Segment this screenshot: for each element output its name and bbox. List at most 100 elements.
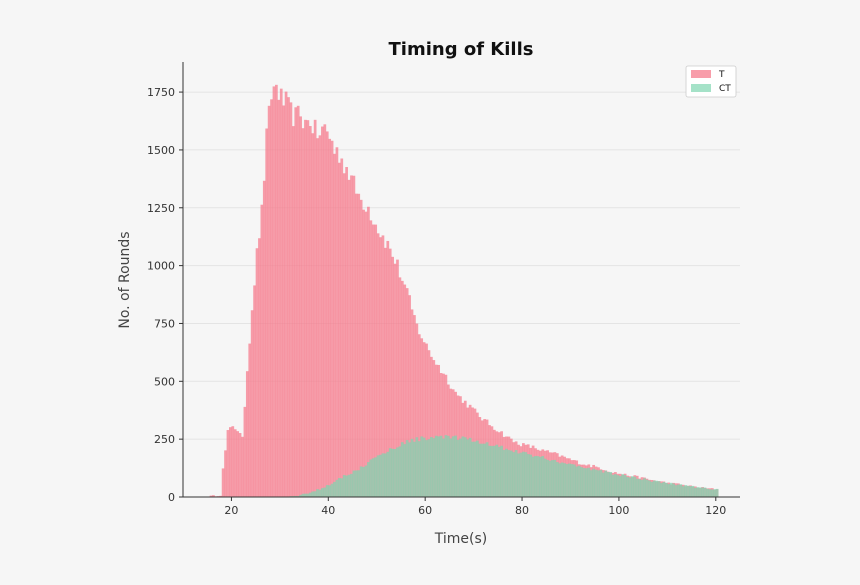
bar-ct: [364, 465, 368, 497]
bar-ct: [393, 449, 397, 497]
bar-ct: [517, 453, 520, 497]
bar-ct: [500, 445, 503, 497]
bar-ct: [701, 487, 704, 497]
bar-ct: [604, 470, 608, 497]
bar-ct: [582, 468, 586, 497]
bar-ct: [388, 448, 392, 497]
bar-t: [439, 373, 443, 497]
bar-ct: [337, 478, 341, 497]
bar-t: [335, 147, 339, 497]
bar-ct: [384, 453, 387, 497]
bar-ct: [301, 493, 305, 497]
bar-ct: [488, 445, 491, 497]
bar-t: [357, 193, 361, 497]
x-tick-label: 120: [705, 504, 726, 517]
bar-ct: [674, 485, 678, 497]
bar-ct: [415, 437, 419, 497]
bar-ct: [543, 458, 547, 497]
bar-ct: [495, 444, 499, 497]
bar-ct: [476, 440, 479, 497]
bar-ct: [589, 470, 593, 497]
bar-t: [340, 158, 344, 497]
bar-ct: [345, 475, 348, 497]
bar-ct: [715, 488, 719, 497]
chart-title: Timing of Kills: [389, 39, 534, 60]
bar-ct: [631, 476, 634, 497]
bar-t: [321, 126, 324, 497]
legend-swatch-t: [691, 70, 711, 78]
bar-ct: [611, 474, 615, 497]
bar-ct: [652, 480, 656, 497]
x-tick-label: 20: [224, 504, 238, 517]
bar-t: [384, 247, 387, 497]
bar-ct: [502, 450, 506, 497]
bar-ct: [437, 436, 441, 497]
bar-ct: [396, 447, 399, 497]
x-tick-label: 80: [515, 504, 529, 517]
bar-t: [272, 86, 276, 498]
axes: [182, 62, 740, 498]
bar-ct: [614, 474, 617, 497]
bar-ct: [473, 441, 477, 497]
bar-t: [267, 105, 271, 497]
bar-ct: [410, 438, 414, 497]
bar-ct: [367, 462, 370, 497]
bar-ct: [413, 441, 416, 497]
bar-t: [420, 338, 424, 497]
bar-t: [219, 495, 223, 497]
bar-ct: [335, 479, 339, 497]
bar-ct: [304, 493, 307, 497]
bar-t: [306, 120, 310, 498]
bar-ct: [308, 492, 312, 497]
y-tick-label: 1500: [147, 144, 175, 157]
bar-t: [369, 220, 373, 497]
y-tick-label: 1250: [147, 202, 175, 215]
bar-ct: [541, 456, 545, 497]
bar-ct: [568, 463, 571, 497]
bar-ct: [449, 438, 453, 497]
legend-label-t: T: [718, 70, 725, 80]
bar-ct: [522, 451, 525, 497]
bar-t: [362, 209, 365, 497]
bar-ct: [529, 454, 533, 497]
bar-t: [403, 284, 407, 497]
bar-t: [342, 173, 346, 497]
bar-ct: [340, 478, 344, 497]
bar-t: [333, 153, 336, 497]
y-tick-label: 500: [154, 375, 175, 388]
series-ct-bars: [279, 435, 719, 497]
bar-ct: [647, 480, 651, 497]
bar-ct: [514, 450, 518, 497]
bar-t: [364, 211, 368, 497]
bar-ct: [325, 485, 329, 497]
bar-ct: [379, 454, 382, 497]
bar-t: [250, 310, 254, 497]
bar-ct: [509, 450, 513, 497]
bar-t: [434, 364, 438, 497]
bar-t: [367, 206, 370, 497]
bar-ct: [662, 482, 666, 497]
bar-ct: [585, 468, 588, 497]
bar-ct: [456, 439, 460, 497]
bar-ct: [555, 462, 559, 497]
bar-t: [236, 431, 239, 497]
bar-t: [422, 342, 426, 497]
bar-t: [381, 235, 385, 497]
bar-t: [229, 427, 232, 497]
series-t-bars: [207, 84, 719, 498]
bar-ct: [621, 474, 625, 497]
bar-ct: [354, 470, 358, 497]
bar-ct: [451, 436, 455, 497]
bar-ct: [684, 485, 688, 497]
bar-ct: [703, 487, 707, 497]
bar-ct: [313, 491, 317, 497]
bar-ct: [696, 487, 700, 497]
bar-t: [330, 140, 334, 497]
bar-ct: [480, 443, 484, 497]
bar-ct: [311, 491, 315, 497]
bar-t: [345, 167, 348, 497]
bar-ct: [374, 457, 378, 497]
bar-ct: [618, 476, 622, 497]
bar-t: [386, 240, 390, 497]
